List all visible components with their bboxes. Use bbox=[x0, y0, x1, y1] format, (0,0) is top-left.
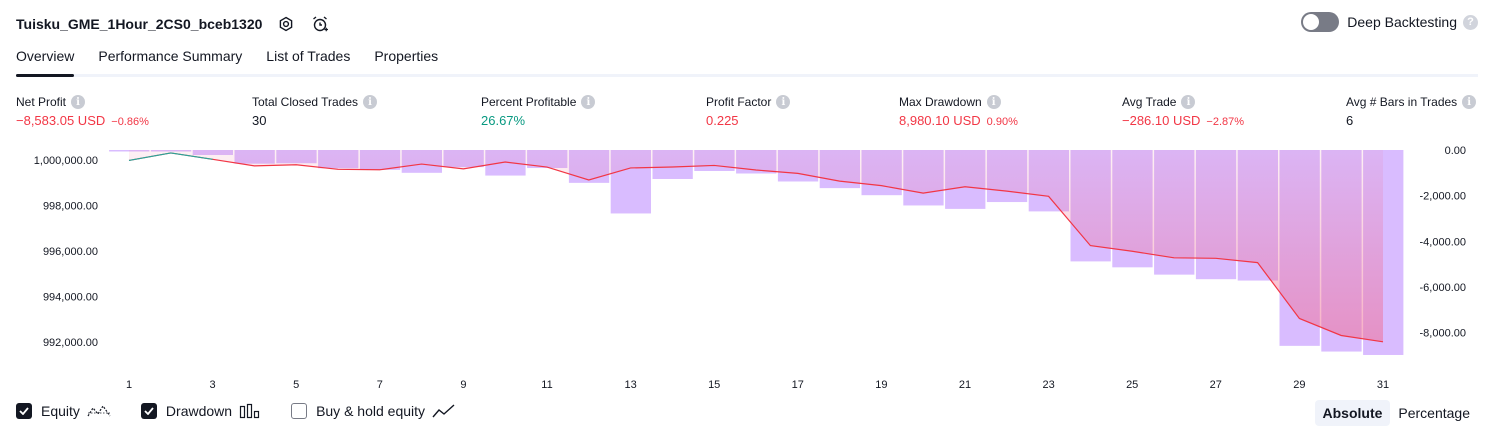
percentage-option[interactable]: Percentage bbox=[1398, 405, 1470, 421]
stat-max-drawdown: Max Drawdown i 8,980.10 USD 0.90% bbox=[899, 94, 1018, 128]
help-icon[interactable]: ? bbox=[1463, 14, 1478, 30]
scale-toggle: Absolute Percentage bbox=[1314, 400, 1479, 426]
settings-gear-icon[interactable] bbox=[276, 14, 296, 34]
drawdown-bars-icon bbox=[239, 403, 261, 419]
y-left-tick-label: 992,000.00 bbox=[43, 337, 98, 349]
alarm-clock-icon[interactable] bbox=[310, 14, 330, 34]
x-tick-label: 1 bbox=[126, 379, 132, 391]
info-icon[interactable]: i bbox=[71, 95, 86, 109]
legend-equity[interactable]: Equity bbox=[16, 403, 111, 419]
legend-buy-hold[interactable]: Buy & hold equity bbox=[291, 403, 456, 419]
x-tick-label: 19 bbox=[875, 379, 887, 391]
y-right-tick-label: 0.00 bbox=[1445, 145, 1466, 157]
x-tick-label: 21 bbox=[959, 379, 971, 391]
info-icon[interactable]: i bbox=[581, 95, 596, 109]
legend-equity-label: Equity bbox=[41, 403, 80, 419]
stat-label: Profit Factor bbox=[706, 95, 772, 109]
tab-properties[interactable]: Properties bbox=[374, 48, 439, 64]
y-right-tick-label: -4,000.00 bbox=[1420, 236, 1466, 248]
x-tick-label: 31 bbox=[1377, 379, 1389, 391]
equity-area bbox=[129, 150, 1383, 342]
x-tick-label: 29 bbox=[1293, 379, 1305, 391]
report-tabs: Overview Performance Summary List of Tra… bbox=[16, 40, 1478, 77]
y-right-tick-label: -2,000.00 bbox=[1420, 191, 1466, 203]
x-tick-label: 3 bbox=[210, 379, 216, 391]
legend-drawdown-label: Drawdown bbox=[165, 403, 233, 419]
stat-value: 8,980.10 USD bbox=[899, 113, 981, 128]
equity-checkbox[interactable] bbox=[16, 403, 32, 419]
stat-label: Avg Trade bbox=[1122, 95, 1177, 109]
tab-performance-summary[interactable]: Performance Summary bbox=[98, 48, 243, 64]
buy-hold-checkbox[interactable] bbox=[291, 403, 308, 419]
x-tick-label: 27 bbox=[1210, 379, 1222, 391]
equity-drawdown-chart[interactable]: 1,000,000.00 998,000.00 996,000.00 994,000.… bbox=[0, 140, 1494, 398]
stat-value: −8,583.05 USD bbox=[16, 113, 106, 128]
left-y-axis: 1,000,000.00 998,000.00 996,000.00 994,000.… bbox=[34, 155, 98, 349]
info-icon[interactable]: i bbox=[1462, 95, 1477, 109]
stat-profit-factor: Profit Factor i 0.225 bbox=[706, 94, 791, 128]
legend-drawdown[interactable]: Drawdown bbox=[140, 403, 261, 419]
toggle-knob bbox=[1303, 14, 1320, 30]
x-tick-label: 15 bbox=[708, 379, 720, 391]
stat-label: Percent Profitable bbox=[481, 95, 577, 109]
deep-backtesting: Deep Backtesting ? bbox=[1301, 12, 1478, 32]
x-tick-label: 7 bbox=[377, 379, 383, 391]
x-tick-label: 23 bbox=[1042, 379, 1054, 391]
info-icon[interactable]: i bbox=[776, 95, 791, 109]
strategy-header: Tuisku_GME_1Hour_2CS0_bceb1320 bbox=[16, 10, 330, 38]
info-icon[interactable]: i bbox=[363, 95, 378, 109]
y-left-tick-label: 996,000.00 bbox=[43, 246, 98, 258]
stat-total-closed-trades: Total Closed Trades i 30 bbox=[252, 94, 378, 128]
x-tick-label: 25 bbox=[1126, 379, 1138, 391]
stat-label: Max Drawdown bbox=[899, 95, 982, 109]
strategy-title: Tuisku_GME_1Hour_2CS0_bceb1320 bbox=[16, 16, 263, 32]
stat-label: Avg # Bars in Trades bbox=[1346, 95, 1458, 109]
stat-subvalue: 0.90% bbox=[986, 116, 1018, 128]
x-axis: 1 3 5 7 9 11 13 15 17 19 21 23 25 27 29 31 bbox=[126, 379, 1389, 391]
tab-overview[interactable]: Overview bbox=[16, 40, 75, 77]
chart-legend: Equity Drawdown Buy & hold equity bbox=[16, 403, 486, 419]
x-tick-label: 17 bbox=[792, 379, 804, 391]
y-left-tick-label: 1,000,000.00 bbox=[34, 155, 98, 167]
stat-percent-profitable: Percent Profitable i 26.67% bbox=[481, 94, 596, 128]
equity-above-start-segment bbox=[128, 152, 213, 162]
equity-line-icon bbox=[87, 403, 111, 419]
right-y-axis: 0.00 -2,000.00 -4,000.00 -6,000.00 -8,000.00 bbox=[1420, 145, 1466, 340]
x-tick-label: 13 bbox=[624, 379, 636, 391]
equity-line-path bbox=[128, 152, 1384, 343]
stat-subvalue: −2.87% bbox=[1206, 116, 1245, 128]
stat-avg-bars: Avg # Bars in Trades i 6 bbox=[1346, 94, 1477, 128]
info-icon[interactable]: i bbox=[1181, 95, 1196, 109]
stat-value: 0.225 bbox=[706, 113, 739, 128]
buy-hold-line-icon bbox=[432, 403, 456, 419]
stat-value: 6 bbox=[1346, 113, 1354, 128]
x-tick-label: 11 bbox=[541, 379, 552, 391]
legend-buy-hold-label: Buy & hold equity bbox=[316, 403, 426, 419]
stat-avg-trade: Avg Trade i −286.10 USD −2.87% bbox=[1122, 94, 1244, 128]
tab-list-of-trades[interactable]: List of Trades bbox=[266, 48, 351, 64]
equity-area-fill bbox=[129, 150, 1383, 342]
deep-backtesting-label: Deep Backtesting bbox=[1347, 14, 1457, 30]
stat-label: Net Profit bbox=[16, 95, 67, 109]
y-right-tick-label: -6,000.00 bbox=[1420, 282, 1466, 294]
drawdown-checkbox[interactable] bbox=[140, 403, 157, 419]
y-left-tick-label: 994,000.00 bbox=[43, 291, 98, 303]
x-tick-label: 9 bbox=[460, 379, 466, 391]
y-right-tick-label: -8,000.00 bbox=[1420, 328, 1466, 340]
stat-subvalue: −0.86% bbox=[111, 116, 149, 128]
stat-net-profit: Net Profit i −8,583.05 USD −0.86% bbox=[16, 94, 149, 128]
equity-line bbox=[128, 152, 1384, 343]
stat-value: −286.10 USD bbox=[1122, 113, 1201, 128]
stat-value: 30 bbox=[252, 113, 267, 128]
stat-label: Total Closed Trades bbox=[252, 95, 359, 109]
x-tick-label: 5 bbox=[293, 379, 299, 391]
deep-backtesting-toggle[interactable] bbox=[1301, 12, 1340, 32]
y-left-tick-label: 998,000.00 bbox=[43, 201, 98, 213]
info-icon[interactable]: i bbox=[986, 95, 1001, 109]
stat-value: 26.67% bbox=[481, 113, 526, 128]
absolute-option[interactable]: Absolute bbox=[1314, 400, 1391, 426]
